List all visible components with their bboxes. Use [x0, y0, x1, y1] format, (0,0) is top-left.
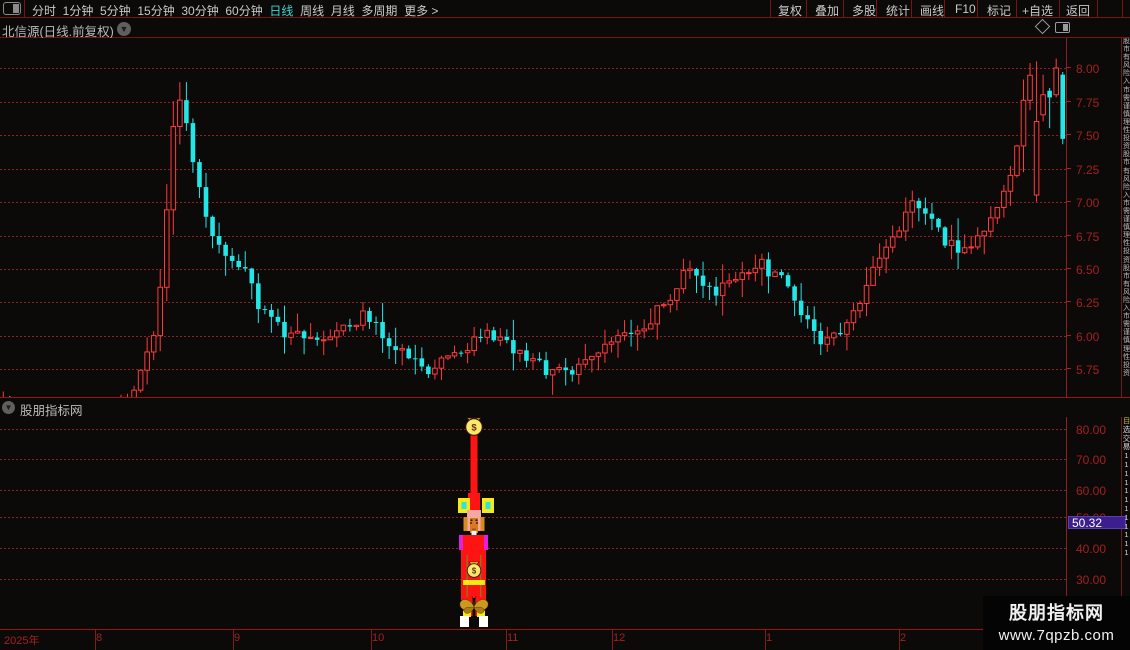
svg-text:$: $	[472, 566, 477, 575]
svg-text:$: $	[471, 422, 477, 433]
